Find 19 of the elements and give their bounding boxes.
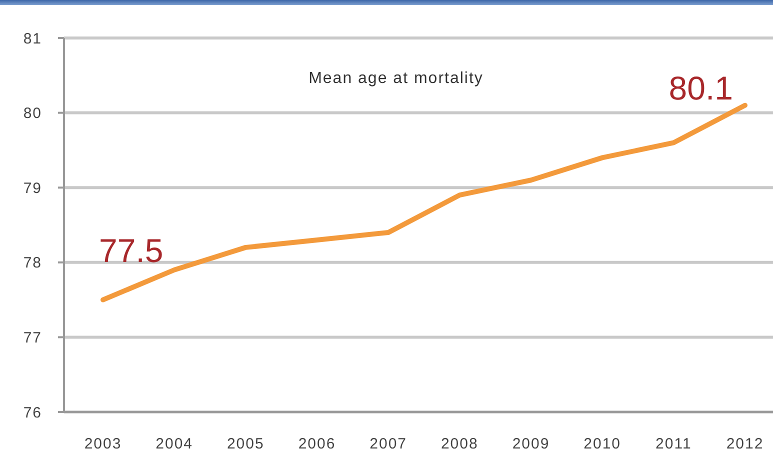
y-tick-label: 81 [23,30,42,48]
y-tick-label: 78 [23,254,42,272]
y-tick-label: 77 [23,330,42,347]
x-tick-label: 2011 [656,436,692,453]
x-tick-label: 2010 [584,436,622,453]
x-tick-label: 2004 [156,436,194,453]
x-tick-label: 2007 [370,436,408,453]
x-tick-label: 2009 [512,436,550,453]
text: Mean age at mortality [308,70,484,87]
y-tick-label: 79 [23,180,42,197]
x-tick-label: 2003 [84,436,122,453]
data-label: 80.1 [668,69,733,106]
x-tick-label: 2006 [298,436,336,453]
x-tick-label: 2012 [726,436,764,453]
data-label: 77.5 [99,232,164,269]
x-tick-label: 2008 [440,436,478,453]
y-tick-label: 80 [23,105,42,122]
x-tick-label: 2005 [226,436,264,453]
y-tick-label: 76 [23,404,42,422]
